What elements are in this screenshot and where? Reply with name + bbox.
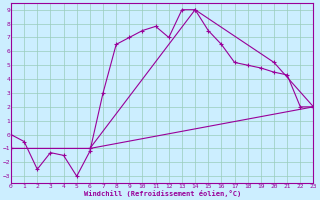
X-axis label: Windchill (Refroidissement éolien,°C): Windchill (Refroidissement éolien,°C) (84, 190, 241, 197)
